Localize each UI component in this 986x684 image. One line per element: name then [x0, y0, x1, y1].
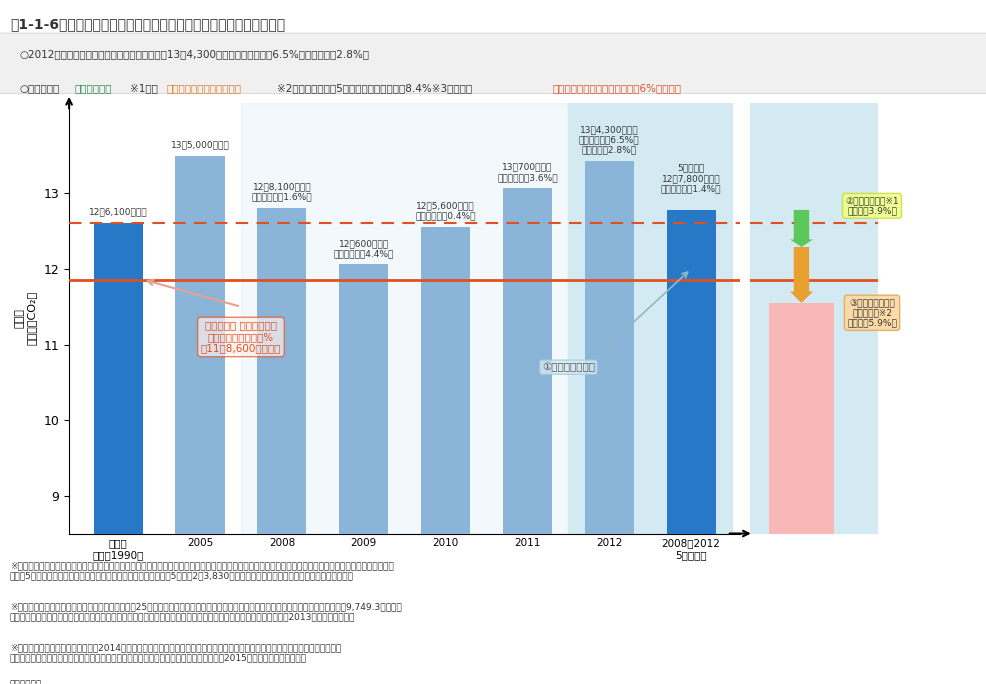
- Text: 資料：環境省: 資料：環境省: [10, 681, 42, 684]
- Bar: [568, 103, 732, 534]
- Text: 13億4,300万トン
（基準年比＋6.5%）
＜前年比＋2.8%＞: 13億4,300万トン （基準年比＋6.5%） ＜前年比＋2.8%＞: [579, 125, 639, 155]
- Text: ※２　京都メカニズムクレジット：政府取得　平成25年度末時点での京都メカニズムクレジット取得事業によるクレジットの総取得量（9,749.3万トン）
　　　　　　: ※２ 京都メカニズムクレジット：政府取得 平成25年度末時点での京都メカニズムク…: [10, 602, 401, 621]
- Text: 森林等吸収源: 森林等吸収源: [75, 83, 112, 94]
- Bar: [768, 303, 832, 534]
- Text: ○2012年度の我が国の総排出量（確定値）は、13億4,300万トン（基準年比＋6.5%、前年度比＋2.8%）: ○2012年度の我が国の総排出量（確定値）は、13億4,300万トン（基準年比＋…: [20, 49, 369, 59]
- FancyArrow shape: [789, 247, 812, 303]
- Bar: [584, 161, 633, 684]
- Text: 12億8,100万トン
（基準年比＋1.6%）: 12億8,100万トン （基準年比＋1.6%）: [251, 182, 312, 202]
- Text: ※1及び: ※1及び: [130, 83, 158, 94]
- Bar: [257, 208, 306, 684]
- Text: ○総排出量に: ○総排出量に: [20, 83, 60, 94]
- Bar: [339, 265, 387, 684]
- Bar: [94, 223, 143, 684]
- Text: 12億600万トン
（基準年比－4.4%）: 12億600万トン （基準年比－4.4%）: [333, 239, 393, 259]
- Text: ②森林等吸収源※1
（基準比3.9%）: ②森林等吸収源※1 （基準比3.9%）: [844, 196, 898, 215]
- Text: 5カ年平均
12億7,800万トン
（基準年比＋1.4%）: 5カ年平均 12億7,800万トン （基準年比＋1.4%）: [661, 163, 721, 194]
- Bar: [176, 155, 225, 684]
- Text: ※１　森林等吸収源：目標達成に向けて算入可能な森林等吸収源（森林吸収源対策及び都市緑化等）による吸収量。森林吸収源対策による吸収量については、
　　　5か年の森: ※１ 森林等吸収源：目標達成に向けて算入可能な森林等吸収源（森林吸収源対策及び都…: [10, 561, 393, 580]
- Text: ※３　最終的な排出量・吸収量は、2014年度に実施される国連気候変動枠組条約及び京都議定書での審査の結果を踏まえ確定する。
　　　また、京都メカニズムクレジット: ※３ 最終的な排出量・吸収量は、2014年度に実施される国連気候変動枠組条約及び…: [10, 643, 341, 662]
- Text: 13億700万トン
（基準年比＋3.6%）: 13億700万トン （基準年比＋3.6%）: [497, 163, 557, 182]
- Text: 12億6,100万トン: 12億6,100万トン: [89, 208, 147, 217]
- Text: 図1-1-6　我が国の温室効果ガス排出量と京都議定書の目標達成状況: 図1-1-6 我が国の温室効果ガス排出量と京都議定書の目標達成状況: [10, 17, 285, 31]
- FancyBboxPatch shape: [0, 33, 986, 94]
- Bar: [421, 226, 469, 684]
- Text: 13億5,000万トン: 13億5,000万トン: [171, 140, 229, 150]
- Text: 京都議定書 第一約束期間
目標：基準年比－６%
（11億8,600万トン）: 京都議定書 第一約束期間 目標：基準年比－６% （11億8,600万トン）: [200, 320, 281, 354]
- Text: 京都メカニズムクレジット: 京都メカニズムクレジット: [167, 83, 242, 94]
- Text: 京都議定書の目標（基準年比－6%）を達成: 京都議定書の目標（基準年比－6%）を達成: [552, 83, 680, 94]
- Text: ※2を加味すると、5か年平均で基準年比－8.4%※3となり、: ※2を加味すると、5か年平均で基準年比－8.4%※3となり、: [276, 83, 471, 94]
- Text: ③京都メカニズム
クレジット※2
（基準比5.9%）: ③京都メカニズム クレジット※2 （基準比5.9%）: [846, 298, 896, 328]
- Text: 12億5,600万トン
（基準年比－0.4%）: 12億5,600万トン （基準年比－0.4%）: [415, 201, 475, 220]
- Bar: [666, 210, 715, 684]
- Bar: [503, 188, 551, 684]
- Text: ①実際の総排出量: ①実際の総排出量: [541, 363, 595, 372]
- Y-axis label: 排出量
（億トンCO₂）: 排出量 （億トンCO₂）: [15, 291, 36, 345]
- Bar: [241, 103, 568, 534]
- FancyArrow shape: [789, 210, 812, 247]
